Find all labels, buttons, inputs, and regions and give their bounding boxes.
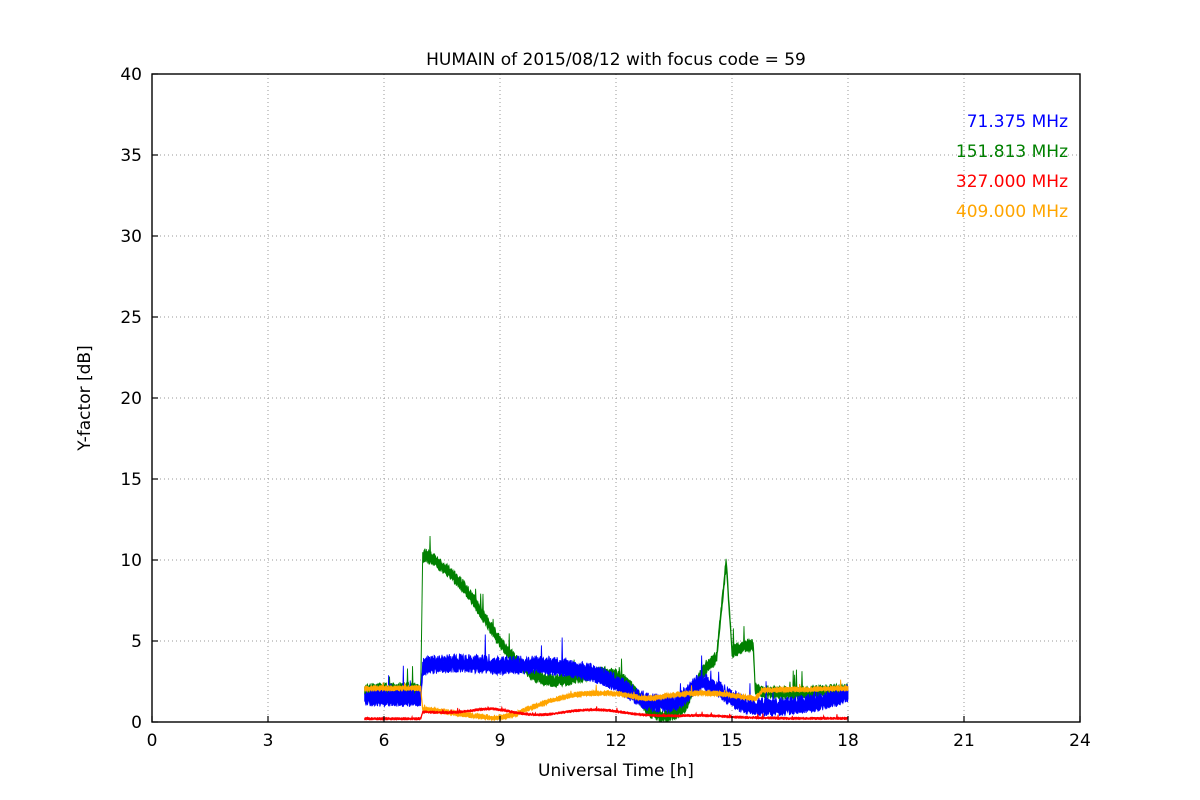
series-trace xyxy=(364,679,849,722)
page-title: HUMAIN of 2015/08/12 with focus code = 5… xyxy=(426,50,806,70)
x-tick-label: 21 xyxy=(953,731,975,751)
y-tick-label: 15 xyxy=(120,470,142,490)
y-tick-label: 5 xyxy=(131,632,142,652)
x-tick-label: 24 xyxy=(1069,731,1091,751)
y-tick-label: 0 xyxy=(131,713,142,733)
legend-entry-2: 151.813 MHz xyxy=(956,142,1068,162)
legend-entry-4: 409.000 MHz xyxy=(956,202,1068,222)
x-tick-label: 6 xyxy=(379,731,390,751)
grid-lines xyxy=(152,74,1080,722)
y-tick-label: 20 xyxy=(120,389,142,409)
series-trace xyxy=(364,634,849,718)
series-band xyxy=(364,634,849,718)
y-tick-label: 10 xyxy=(120,551,142,571)
x-tick-label: 18 xyxy=(837,731,859,751)
x-tick-label: 9 xyxy=(495,731,506,751)
y-axis-label: Y-factor [dB] xyxy=(75,345,95,451)
legend-entry-3: 327.000 MHz xyxy=(956,172,1068,192)
y-tick-label: 35 xyxy=(120,146,142,166)
x-tick-label: 12 xyxy=(605,731,627,751)
x-tick-label: 0 xyxy=(147,731,158,751)
axis-ticks: 0 3 6 9 12 15 18 21 24 0 5 10 15 20 25 30 35 40 xyxy=(120,65,1090,751)
y-tick-label: 40 xyxy=(120,65,142,85)
y-tick-label: 30 xyxy=(120,227,142,247)
legend-entry-1: 71.375 MHz xyxy=(967,112,1068,132)
legend: 71.375 MHz 151.813 MHz 327.000 MHz 409.000 … xyxy=(956,112,1068,222)
x-axis-label: Universal Time [h] xyxy=(538,761,694,781)
x-tick-label: 3 xyxy=(263,731,274,751)
data-series-layer xyxy=(364,535,849,722)
series-band xyxy=(364,679,849,722)
y-tick-label: 25 xyxy=(120,308,142,328)
x-tick-label: 15 xyxy=(721,731,743,751)
